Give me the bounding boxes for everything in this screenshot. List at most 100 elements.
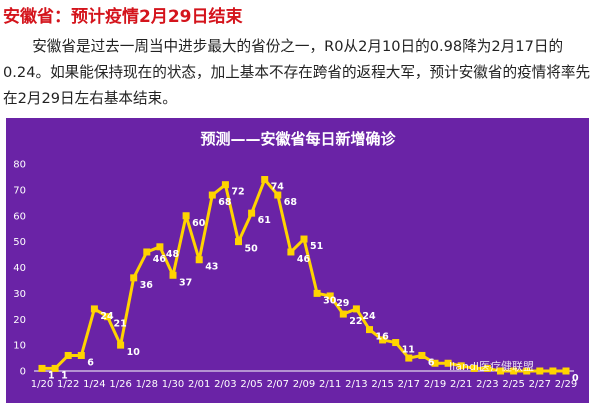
x-tick-label: 1/26 xyxy=(109,379,131,390)
data-point xyxy=(366,326,373,334)
data-point xyxy=(510,367,518,375)
data-point xyxy=(470,364,478,372)
data-label: 51 xyxy=(310,241,323,252)
data-point xyxy=(248,209,256,217)
data-label: 46 xyxy=(153,254,167,265)
data-point xyxy=(156,243,164,251)
data-point xyxy=(497,367,504,375)
data-label: 74 xyxy=(271,182,285,193)
data-point xyxy=(77,351,85,359)
data-point xyxy=(208,191,216,199)
watermark-text: Ilandl医疗健联盟 xyxy=(449,359,534,373)
data-label: 72 xyxy=(231,187,244,198)
data-point xyxy=(143,248,151,256)
x-tick-label: 2/17 xyxy=(398,379,420,390)
data-label: 68 xyxy=(284,197,298,208)
data-label: 36 xyxy=(140,280,154,291)
x-tick-label: 2/09 xyxy=(293,379,315,390)
x-tick-label: 2/29 xyxy=(555,379,577,390)
data-label: 37 xyxy=(179,277,192,288)
x-tick-label: 1/20 xyxy=(31,379,53,390)
data-point xyxy=(104,313,111,321)
y-tick-label: 30 xyxy=(13,289,26,300)
data-point xyxy=(169,271,177,279)
data-label: 1 xyxy=(61,370,68,381)
data-point xyxy=(51,364,59,372)
x-tick-label: 2/19 xyxy=(424,379,446,390)
data-point xyxy=(64,351,72,359)
data-label: 0 xyxy=(572,373,579,384)
article-paragraph: 安徽省是过去一周当中进步最大的省份之一，R0从2月10日的0.98降为2月17日… xyxy=(3,38,591,107)
data-label: 50 xyxy=(245,244,259,255)
data-point xyxy=(195,256,203,264)
data-point xyxy=(457,362,465,370)
data-point xyxy=(274,191,282,199)
data-point xyxy=(182,212,190,220)
y-tick-label: 10 xyxy=(13,341,26,352)
data-point xyxy=(261,176,269,184)
data-point xyxy=(352,305,360,313)
data-label: 10 xyxy=(127,347,141,358)
data-point xyxy=(405,354,413,362)
data-point xyxy=(90,305,98,313)
data-point xyxy=(562,367,570,375)
y-tick-label: 0 xyxy=(20,367,26,378)
data-label: 30 xyxy=(323,295,337,306)
x-tick-label: 2/11 xyxy=(319,379,341,390)
data-point xyxy=(235,238,242,246)
data-label: 6 xyxy=(428,357,435,368)
x-tick-label: 1/28 xyxy=(136,379,158,390)
data-point xyxy=(339,310,347,318)
data-label: 60 xyxy=(192,218,206,229)
x-tick-label: 2/07 xyxy=(267,379,289,390)
data-label: 46 xyxy=(297,254,311,265)
x-tick-label: 1/30 xyxy=(162,379,184,390)
data-point xyxy=(326,292,334,300)
data-point xyxy=(287,248,295,256)
x-tick-label: 1/22 xyxy=(57,379,79,390)
data-label: 48 xyxy=(166,249,180,260)
data-label: 68 xyxy=(218,197,232,208)
data-point xyxy=(313,289,321,297)
data-label: 11 xyxy=(402,345,415,356)
x-tick-label: 2/03 xyxy=(214,379,236,390)
data-point xyxy=(444,359,452,367)
data-point xyxy=(117,341,125,349)
x-tick-label: 2/21 xyxy=(450,379,472,390)
x-tick-label: 2/05 xyxy=(240,379,262,390)
y-tick-label: 80 xyxy=(13,160,26,171)
y-tick-label: 70 xyxy=(13,185,26,196)
data-point xyxy=(38,364,46,372)
data-label: 21 xyxy=(114,319,127,330)
data-label: 29 xyxy=(336,298,349,309)
data-label: 24 xyxy=(100,311,114,322)
y-tick-label: 60 xyxy=(13,211,26,222)
y-tick-label: 40 xyxy=(13,263,26,274)
x-tick-label: 2/27 xyxy=(529,379,551,390)
data-label: 61 xyxy=(258,215,271,226)
data-point xyxy=(300,235,308,243)
data-label: 16 xyxy=(376,332,390,343)
chart-title: 预测——安徽省每日新增确诊 xyxy=(200,130,396,148)
data-point xyxy=(536,367,544,375)
data-label: 6 xyxy=(87,357,94,368)
data-point xyxy=(130,274,138,282)
x-tick-label: 2/13 xyxy=(345,379,367,390)
data-point xyxy=(392,339,400,347)
article-heading: 安徽省：预计疫情2月29日结束 xyxy=(3,7,243,27)
data-point xyxy=(523,367,531,375)
x-tick-label: 2/25 xyxy=(502,379,524,390)
data-point xyxy=(221,181,229,189)
data-point xyxy=(549,367,557,375)
x-tick-label: 2/15 xyxy=(371,379,393,390)
data-point xyxy=(379,336,387,344)
data-point xyxy=(418,351,426,359)
data-point xyxy=(483,364,491,372)
x-tick-label: 2/01 xyxy=(188,379,210,390)
y-tick-label: 50 xyxy=(13,237,26,248)
x-tick-label: 2/23 xyxy=(476,379,498,390)
data-label: 1 xyxy=(48,370,55,381)
chart-panel: 预测——安徽省每日新增确诊 0 10 20 30 40 50 60 70 80 1/20 1/22… xyxy=(6,118,589,403)
data-label: 43 xyxy=(205,262,218,273)
